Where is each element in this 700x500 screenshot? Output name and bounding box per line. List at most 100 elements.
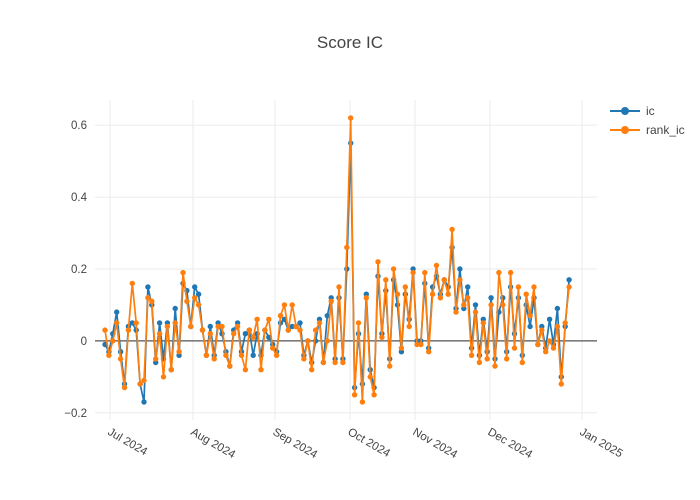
series-rank_ic-marker[interactable] [273, 352, 280, 358]
series-ic-marker[interactable] [195, 291, 202, 297]
series-rank_ic-marker[interactable] [258, 367, 264, 373]
series-rank_ic-marker[interactable] [546, 338, 553, 344]
series-rank_ic-marker[interactable] [153, 356, 159, 362]
series-rank_ic-marker[interactable] [472, 309, 479, 315]
series-rank_ic-marker[interactable] [293, 323, 299, 330]
series-rank_ic-marker[interactable] [246, 327, 252, 333]
series-rank_ic-marker[interactable] [429, 291, 436, 297]
series-rank_ic-marker[interactable] [137, 381, 143, 387]
series-rank_ic-marker[interactable] [262, 327, 268, 333]
series-rank_ic-marker[interactable] [168, 367, 174, 373]
series-rank_ic-marker[interactable] [332, 359, 338, 366]
series-rank_ic-marker[interactable] [363, 295, 369, 301]
legend-item-rank_ic[interactable]: rank_ic [610, 122, 685, 137]
series-ic-marker[interactable] [297, 320, 303, 326]
series-rank_ic-marker[interactable] [176, 349, 182, 355]
series-rank_ic-marker[interactable] [199, 327, 206, 333]
series-rank_ic-marker[interactable] [418, 341, 424, 348]
series-rank_ic-marker[interactable] [312, 327, 319, 333]
series-ic-marker[interactable] [472, 302, 479, 308]
series-ic-marker[interactable] [465, 284, 471, 290]
series-rank_ic-marker[interactable] [476, 359, 483, 366]
series-rank_ic-marker[interactable] [367, 374, 373, 380]
series-rank_ic-marker[interactable] [227, 363, 233, 369]
series-rank_ic-marker[interactable] [558, 381, 564, 387]
series-rank_ic-marker[interactable] [441, 277, 447, 283]
series-rank_ic-marker[interactable] [426, 349, 432, 355]
series-rank_ic-marker[interactable] [266, 316, 272, 322]
series-rank_ic-marker[interactable] [539, 327, 545, 333]
series-rank_ic-marker[interactable] [238, 352, 245, 358]
series-rank_ic-marker[interactable] [531, 284, 537, 290]
series-rank_ic-marker[interactable] [371, 392, 377, 398]
series-rank_ic-marker[interactable] [410, 269, 416, 276]
series-ic-marker[interactable] [554, 305, 561, 312]
series-rank_ic-marker[interactable] [211, 356, 217, 362]
series-rank_ic-marker[interactable] [515, 284, 522, 290]
legend-item-ic[interactable]: ic [610, 103, 685, 118]
series-rank_ic-marker[interactable] [180, 269, 186, 276]
series-rank_ic-marker[interactable] [457, 277, 463, 283]
series-rank_ic-marker[interactable] [281, 302, 288, 308]
series-rank_ic-marker[interactable] [433, 262, 440, 269]
series-ic-marker[interactable] [527, 323, 533, 330]
series-rank_ic-marker[interactable] [219, 323, 225, 330]
series-rank_ic-marker[interactable] [215, 323, 221, 330]
series-rank_ic-marker[interactable] [207, 331, 213, 337]
series-rank_ic-marker[interactable] [270, 345, 276, 351]
series-rank_ic-marker[interactable] [492, 363, 498, 369]
series-rank_ic-marker[interactable] [554, 323, 561, 330]
series-rank_ic-marker[interactable] [129, 280, 135, 287]
series-rank_ic-marker[interactable] [500, 302, 506, 308]
series-rank_ic-marker[interactable] [164, 323, 171, 330]
series-ic-marker[interactable] [488, 295, 494, 301]
series-rank_ic-marker[interactable] [480, 320, 486, 326]
series-rank_ic-marker[interactable] [309, 367, 315, 373]
series-rank_ic-marker[interactable] [519, 359, 525, 366]
series-rank_ic-marker[interactable] [488, 302, 494, 308]
series-rank_ic-marker[interactable] [188, 323, 194, 330]
series-ic-marker[interactable] [207, 323, 213, 330]
series-rank_ic-marker[interactable] [445, 291, 451, 297]
series-rank_ic-marker[interactable] [351, 392, 358, 398]
series-rank_ic-marker[interactable] [504, 356, 510, 362]
series-rank_ic-marker[interactable] [195, 302, 202, 308]
series-rank_ic-marker[interactable] [348, 115, 354, 121]
series-rank_ic-marker[interactable] [133, 320, 139, 326]
series-rank_ic-marker[interactable] [398, 345, 405, 351]
series-ic-marker[interactable] [324, 313, 330, 319]
series-rank_ic-marker[interactable] [301, 356, 307, 362]
series-rank_ic-marker[interactable] [203, 352, 210, 358]
series-rank_ic-marker[interactable] [406, 323, 412, 330]
series-ic-marker[interactable] [172, 305, 178, 312]
series-rank_ic-marker[interactable] [496, 269, 502, 276]
series-rank_ic-marker[interactable] [102, 327, 108, 333]
series-ic-marker[interactable] [156, 320, 163, 326]
series-rank_ic-marker[interactable] [437, 295, 444, 301]
series-rank_ic-marker[interactable] [402, 284, 408, 290]
series-ic-marker[interactable] [289, 323, 295, 330]
series-rank_ic-marker[interactable] [566, 284, 572, 290]
series-rank_ic-marker[interactable] [344, 244, 350, 251]
series-rank_ic-marker[interactable] [523, 291, 529, 297]
series-ic-marker[interactable] [266, 334, 272, 340]
series-rank_ic-marker[interactable] [141, 377, 147, 384]
series-rank_ic-marker[interactable] [324, 338, 330, 344]
series-ic-marker[interactable] [145, 284, 151, 290]
series-rank_ic-marker[interactable] [160, 374, 167, 380]
series-rank_ic-marker[interactable] [156, 331, 163, 337]
series-ic-marker[interactable] [192, 284, 198, 290]
series-rank_ic-marker[interactable] [316, 320, 323, 326]
series-rank_ic-marker[interactable] [184, 298, 190, 304]
series-rank_ic-marker[interactable] [355, 320, 362, 326]
series-rank_ic-marker[interactable] [422, 269, 428, 276]
series-rank_ic-marker[interactable] [390, 266, 397, 272]
series-rank_ic-marker[interactable] [254, 316, 260, 322]
series-rank_ic-marker[interactable] [242, 367, 249, 373]
series-rank_ic-marker[interactable] [394, 291, 401, 297]
series-rank_ic-marker[interactable] [449, 226, 455, 233]
series-ic-marker[interactable] [129, 320, 135, 326]
series-rank_ic-marker[interactable] [375, 259, 381, 265]
series-rank_ic-marker[interactable] [414, 341, 420, 348]
series-rank_ic-marker[interactable] [550, 345, 557, 351]
